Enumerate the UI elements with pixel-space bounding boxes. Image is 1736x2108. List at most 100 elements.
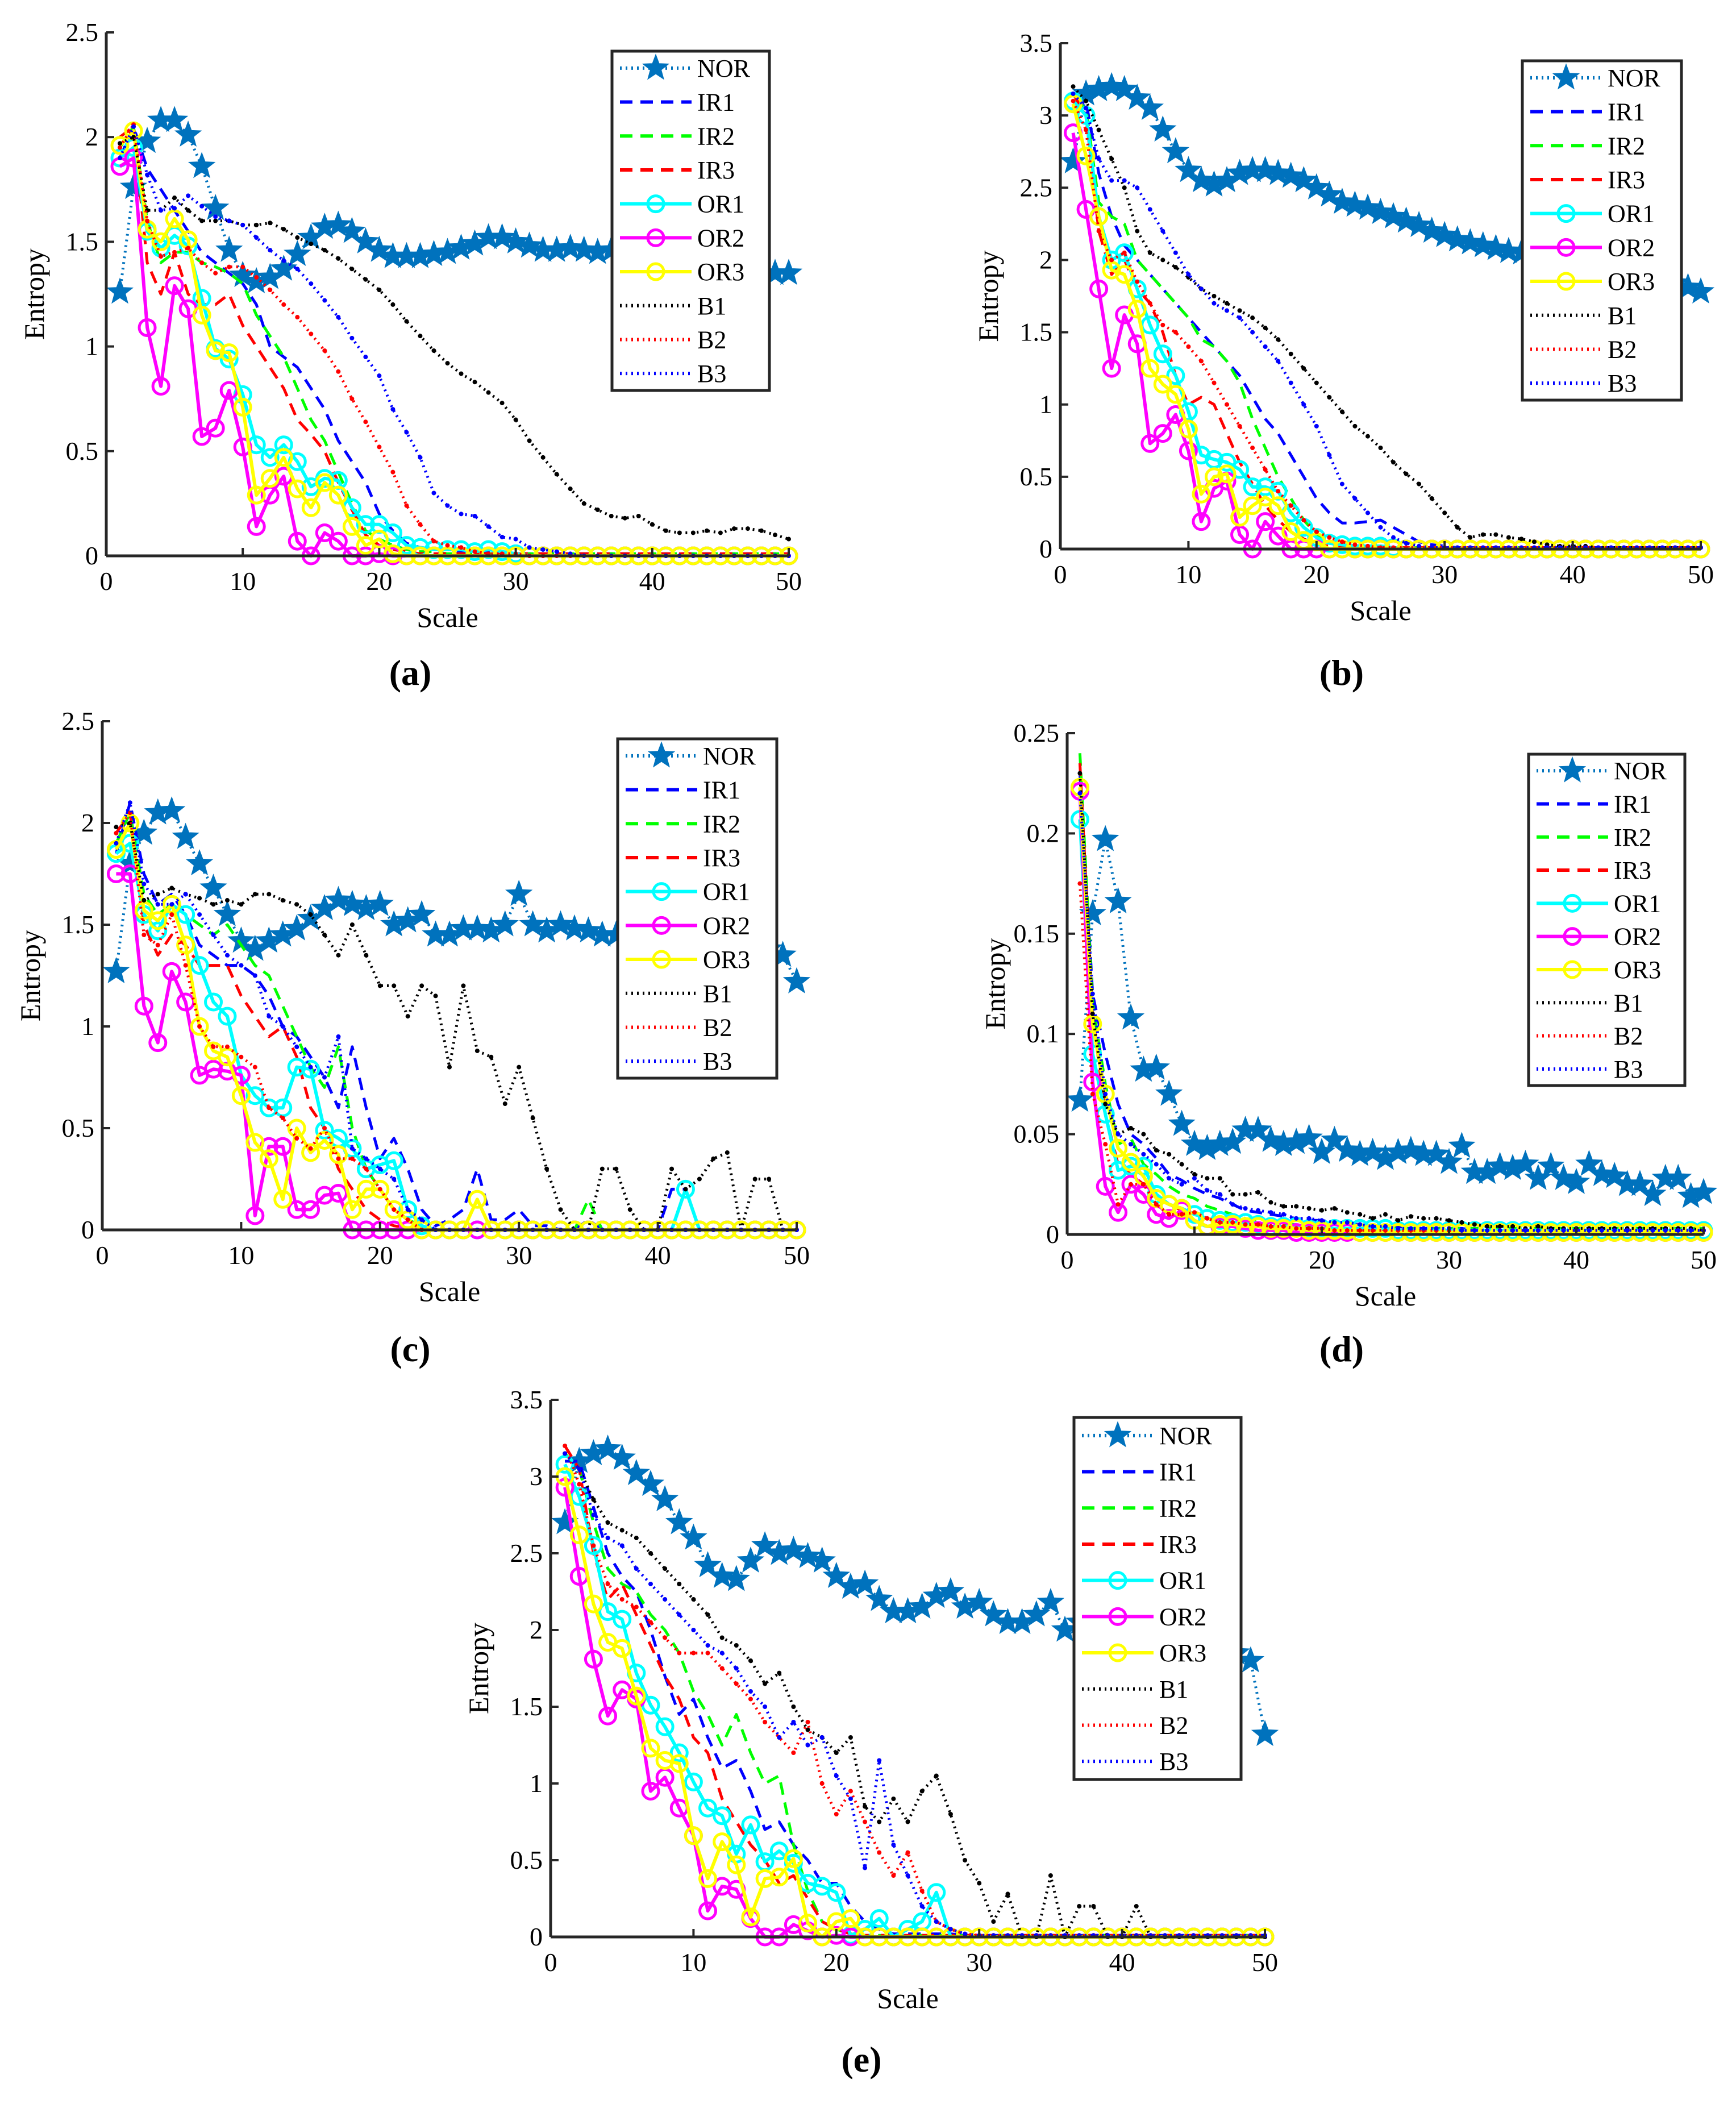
data-point-circle-marker <box>247 517 266 536</box>
data-point-dot-marker <box>486 524 491 529</box>
data-point-star-marker <box>229 260 257 287</box>
data-point-dot-marker <box>1306 1206 1312 1211</box>
data-point-dot-marker <box>1561 1228 1566 1233</box>
data-point-dot-marker <box>1263 325 1268 330</box>
data-point-dot-marker <box>1192 1176 1197 1181</box>
data-point-dot-marker <box>614 1166 619 1171</box>
data-point-circle-marker <box>138 318 157 337</box>
data-point-circle-marker <box>555 1454 574 1474</box>
data-point-star-marker <box>1448 1132 1476 1158</box>
data-point-circle-marker <box>769 1868 789 1887</box>
data-point-circle-marker <box>1694 1223 1713 1242</box>
data-point-dot-marker <box>919 1904 925 1909</box>
data-point-circle-marker <box>1179 441 1198 460</box>
x-tick-label: 20 <box>366 567 392 596</box>
data-point-star-marker <box>780 1536 807 1562</box>
data-point-star-marker <box>1155 1079 1183 1106</box>
data-point-dot-marker <box>1434 1226 1439 1231</box>
series-nor <box>1066 825 1718 1208</box>
data-point-circle-marker <box>148 1033 168 1053</box>
data-point-dot-marker <box>711 1156 716 1161</box>
y-tick-label: 0 <box>530 1922 543 1951</box>
data-point-circle-marker <box>134 996 153 1016</box>
data-point-dot-marker <box>1090 1011 1095 1016</box>
legend-entry-b3: B3 <box>620 360 726 388</box>
legend-label: B2 <box>703 1013 732 1041</box>
data-point-dot-marker <box>605 1520 610 1525</box>
data-point-dot-marker <box>254 275 259 280</box>
data-point-dot-marker <box>224 953 230 958</box>
subplot-e: 0 10 20 30 40 50 0 0.5 1 1.5 2 2.5 3 3.5 Scale Entropy N… <box>463 1385 1279 2080</box>
data-point-circle-marker <box>288 531 307 551</box>
data-point-dot-marker <box>558 1207 563 1212</box>
x-tick-label: 20 <box>1304 560 1330 589</box>
data-point-dot-marker <box>1358 1222 1363 1227</box>
data-point-dot-marker <box>577 1466 582 1471</box>
data-point-dot-marker <box>1319 1218 1324 1223</box>
data-point-dot-marker <box>309 242 314 247</box>
data-point-dot-marker <box>891 1843 896 1847</box>
legend-label: OR1 <box>697 190 744 218</box>
data-point-dot-marker <box>197 912 202 917</box>
data-point-dot-marker <box>349 1156 355 1161</box>
data-point-star-marker <box>160 106 189 132</box>
data-point-dot-marker <box>834 1773 839 1778</box>
data-point-dot-marker <box>767 1176 772 1182</box>
data-point-dot-marker <box>634 1604 639 1610</box>
data-point-circle-marker <box>1127 300 1147 319</box>
data-point-dot-marker <box>517 1065 522 1070</box>
subplot-caption: (b) <box>1319 652 1364 693</box>
data-point-dot-marker <box>663 1635 668 1640</box>
data-point-circle-marker <box>397 536 416 555</box>
data-point-dot-marker <box>186 246 191 251</box>
data-point-dot-marker <box>169 885 174 891</box>
data-point-dot-marker <box>1417 481 1422 487</box>
data-point-dot-marker <box>677 530 682 535</box>
data-point-circle-marker <box>218 1007 237 1026</box>
legend-circle-marker <box>1556 238 1576 257</box>
data-point-dot-marker <box>1147 301 1152 306</box>
data-point-circle-marker <box>106 864 126 883</box>
data-point-dot-marker <box>1250 446 1255 450</box>
data-point-dot-marker <box>459 512 464 517</box>
data-point-circle-marker <box>798 1914 818 1933</box>
series-line-b3 <box>1078 793 1704 1232</box>
data-point-dot-marker <box>252 892 257 897</box>
data-point-dot-marker <box>1212 294 1217 298</box>
data-point-dot-marker <box>1327 395 1332 400</box>
data-point-dot-marker <box>1535 1228 1541 1233</box>
data-point-dot-marker <box>591 1543 596 1548</box>
data-point-dot-marker <box>224 1044 230 1049</box>
data-point-circle-marker <box>148 921 168 941</box>
data-point-dot-marker <box>336 1156 341 1161</box>
data-point-dot-marker <box>349 267 355 272</box>
series-line-ir1 <box>118 125 789 555</box>
data-point-circle-marker <box>1643 1223 1662 1242</box>
data-point-dot-marker <box>1332 1206 1337 1211</box>
y-tick-label: 2.5 <box>66 18 99 47</box>
data-point-dot-marker <box>1344 1228 1350 1233</box>
data-point-dot-marker <box>364 1156 369 1161</box>
data-point-star-marker <box>1315 180 1343 207</box>
data-point-circle-marker <box>613 1639 632 1658</box>
legend-entry-b2: B2 <box>1537 1022 1643 1050</box>
data-point-dot-marker <box>891 1873 896 1878</box>
series-line-b2 <box>118 123 789 558</box>
data-point-circle-marker <box>1618 1223 1637 1242</box>
data-point-dot-marker <box>1365 543 1370 548</box>
legend-entry-ir2: IR2 <box>1530 132 1645 160</box>
data-point-dot-marker <box>1173 330 1178 335</box>
data-point-dot-marker <box>697 1176 702 1182</box>
data-point-circle-marker <box>356 1179 376 1199</box>
data-point-dot-marker <box>1237 423 1242 429</box>
data-point-circle-marker <box>869 1909 889 1928</box>
legend-label: B1 <box>1614 989 1643 1017</box>
data-point-circle-marker <box>641 1782 660 1801</box>
x-axis-label: Scale <box>1350 594 1411 626</box>
data-point-dot-marker <box>636 514 641 519</box>
legend-circle-marker <box>1108 1607 1127 1626</box>
data-point-circle-marker <box>1204 467 1223 487</box>
data-point-dot-marker <box>691 1628 696 1632</box>
data-point-dot-marker <box>295 315 300 320</box>
data-point-star-marker <box>1295 1124 1323 1150</box>
